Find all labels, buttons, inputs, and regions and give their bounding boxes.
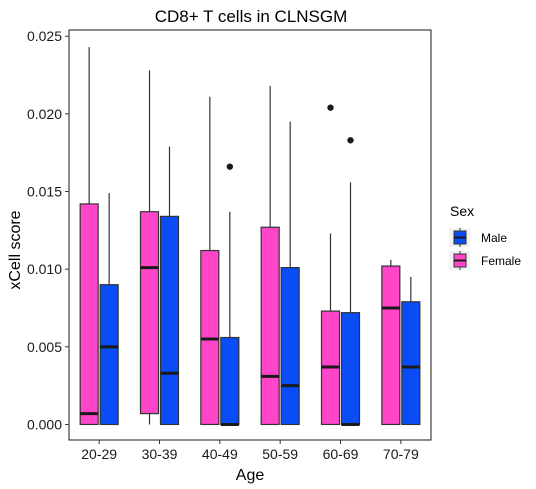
box-male-50-59 [280, 121, 300, 426]
y-tick-label: 0.020 [27, 106, 62, 122]
box-female-50-59 [260, 85, 280, 426]
legend-title: Sex [450, 203, 474, 219]
y-tick-label: 0.015 [27, 184, 62, 200]
box-male-40-49 [220, 163, 240, 426]
box-female-60-69 [320, 104, 341, 426]
boxes-layer [79, 47, 421, 426]
box-body [340, 312, 361, 426]
chart-title: CD8+ T cells in CLNSGM [155, 7, 348, 26]
box-body [260, 226, 280, 426]
y-tick-label: 0.005 [27, 339, 62, 355]
box-body [200, 249, 220, 426]
x-tick-label: 60-69 [323, 446, 359, 462]
box-male-60-69 [340, 137, 361, 426]
x-tick-label: 20-29 [81, 446, 117, 462]
box-female-30-39 [139, 70, 160, 425]
box-body [280, 267, 300, 426]
x-tick-label: 50-59 [262, 446, 298, 462]
box-female-70-79 [381, 259, 401, 426]
box-male-70-79 [401, 276, 421, 426]
plot-panel [68, 29, 432, 441]
box-body [159, 215, 180, 426]
box-male-30-39 [159, 146, 180, 426]
legend-label: Female [481, 254, 521, 268]
x-tick-label: 40-49 [202, 446, 238, 462]
box-body [401, 301, 421, 426]
y-tick-label: 0.025 [27, 28, 62, 44]
outlier-point [347, 137, 354, 144]
box-body [79, 203, 99, 426]
y-tick-label: 0.000 [27, 416, 62, 432]
outlier-point [226, 163, 234, 170]
legend: Sex Male Female [449, 203, 521, 270]
box-male-20-29 [99, 193, 119, 426]
x-axis: 20-29 30-39 40-49 50-59 60-69 70-79 [81, 440, 419, 462]
outlier-point [327, 104, 334, 111]
x-tick-label: 30-39 [142, 446, 178, 462]
box-body [99, 284, 119, 426]
box-female-40-49 [200, 96, 220, 426]
box-body [381, 265, 401, 426]
y-tick-label: 0.010 [27, 261, 62, 277]
box-body [139, 211, 160, 415]
x-tick-label: 70-79 [383, 446, 419, 462]
y-axis-title: xCell score [7, 210, 24, 289]
y-axis: 0.000 0.005 0.010 0.015 0.020 0.025 [27, 28, 69, 432]
x-axis-title: Age [236, 467, 265, 484]
legend-label: Male [481, 231, 507, 245]
box-female-20-29 [79, 47, 99, 426]
box-body [220, 336, 240, 426]
